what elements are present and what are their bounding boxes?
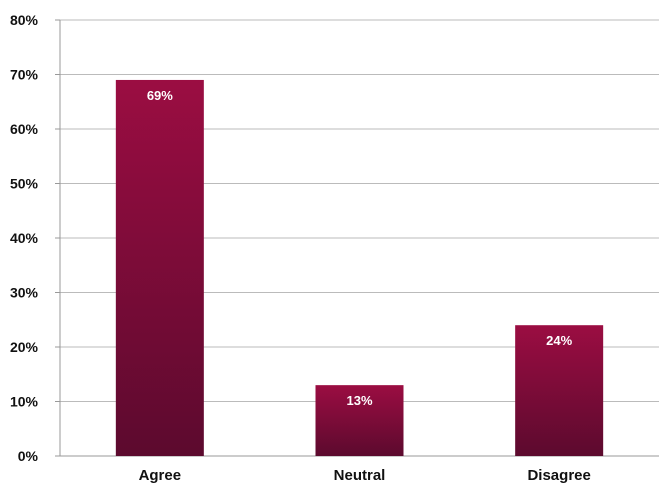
y-tick-label: 10% xyxy=(10,394,39,410)
data-label-disagree: 24% xyxy=(546,333,572,348)
y-tick-label: 80% xyxy=(10,12,39,28)
y-tick-label: 40% xyxy=(10,230,39,246)
y-tick-label: 20% xyxy=(10,339,39,355)
x-axis-tick-labels: Agree Neutral Disagree xyxy=(139,467,591,484)
y-tick-label: 0% xyxy=(18,448,39,464)
x-tick-label-neutral: Neutral xyxy=(334,467,386,484)
data-labels: 69% 13% 24% xyxy=(147,88,573,408)
bar-disagree xyxy=(515,325,604,456)
data-label-agree: 69% xyxy=(147,88,173,103)
x-tick-label-disagree: Disagree xyxy=(527,467,590,484)
y-tick-label: 60% xyxy=(10,121,39,137)
data-label-neutral: 13% xyxy=(346,393,372,408)
bar-agree xyxy=(115,79,204,456)
x-tick-label-agree: Agree xyxy=(139,467,182,484)
y-tick-label: 50% xyxy=(10,176,39,192)
y-axis-tick-labels: 0% 10% 20% 30% 40% 50% 60% 70% 80% xyxy=(10,12,39,464)
y-tick-label: 30% xyxy=(10,285,39,301)
y-tick-label: 70% xyxy=(10,67,39,83)
bar-neutral xyxy=(315,385,404,456)
bars xyxy=(115,79,604,456)
